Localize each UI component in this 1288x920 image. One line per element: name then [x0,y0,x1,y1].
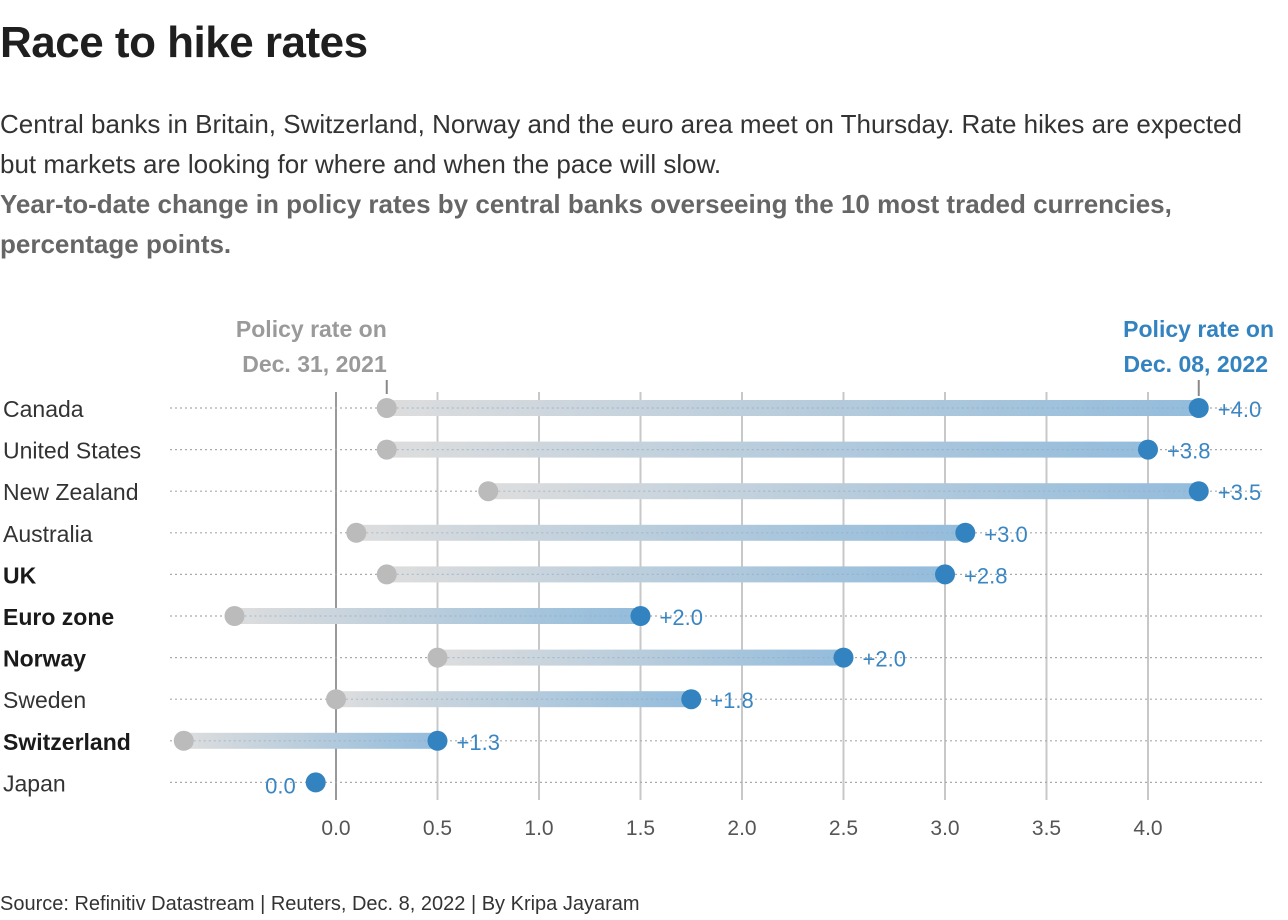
end-dot [1188,481,1209,502]
end-dot [833,647,854,668]
range-bar [336,691,692,708]
category-label: Australia [3,521,93,547]
x-tick-label: 4.0 [1133,817,1162,840]
category-label: Canada [3,396,84,422]
category-label: Sweden [3,687,86,713]
category-label: Norway [3,646,86,672]
change-label: +2.0 [863,647,906,672]
category-label: UK [3,562,37,588]
end-dot [1138,439,1158,460]
start-dot [478,481,499,502]
x-tick-label: 2.0 [727,817,756,840]
change-label: +3.0 [984,522,1027,547]
change-label: +1.3 [457,730,500,755]
source-note: Source: Refinitiv Datastream | Reuters, … [0,893,640,915]
x-tick-label: 0.0 [321,817,350,840]
start-annotation-line1: Policy rate on [236,316,387,342]
chart-title: Race to hike rates [0,18,368,67]
change-label: 0.0 [265,773,296,798]
x-tick-label: 2.5 [829,817,858,840]
category-label: United States [3,438,141,464]
x-tick-label: 1.0 [524,817,553,840]
change-label: +3.8 [1167,439,1210,464]
start-annotation-line2: Dec. 31, 2021 [242,351,387,377]
x-tick-label: 1.5 [626,817,655,840]
start-dot [173,730,194,751]
category-label: Switzerland [3,729,131,755]
category-label: Japan [3,770,66,796]
end-dot [427,730,448,751]
change-label: +1.8 [710,688,753,713]
start-dot [376,439,397,460]
rows-layer: Canada +4.0 United States +3.8 New Zealand +3… [3,396,1265,798]
start-dot [346,522,367,543]
grid-layer: 0.0 0.5 1.0 1.5 2.0 2.5 3.0 3.5 4.0 [321,392,1163,840]
start-dot [427,647,448,668]
end-dot [935,564,955,585]
end-dot [305,772,326,793]
range-bar [234,608,641,624]
category-label: Euro zone [3,604,114,630]
change-label: +2.8 [964,563,1007,588]
category-label: New Zealand [3,479,139,505]
change-label: +4.0 [1218,397,1261,422]
start-dot [326,689,346,710]
end-annotation-line2: Dec. 08, 2022 [1123,351,1268,377]
end-dot [955,522,976,543]
end-dot [1188,398,1209,418]
annotation-layer: Policy rate on Dec. 31, 2021 Policy rate o… [236,316,1274,396]
start-dot [376,398,397,418]
range-bar [437,649,844,666]
chart-subtitle: Central banks in Britain, Switzerland, N… [0,109,1242,179]
dumbbell-chart: 0.0 0.5 1.0 1.5 2.0 2.5 3.0 3.5 4.0 Canada +4.0 Un… [3,316,1274,840]
x-tick-label: 3.0 [930,817,959,840]
end-dot [630,606,651,626]
change-label: +3.5 [1218,480,1261,505]
change-label: +2.0 [660,605,703,630]
end-dot [681,689,702,710]
range-bar [386,566,945,583]
chart-description: Year-to-date change in policy rates by c… [0,189,1172,259]
start-dot [376,564,397,585]
end-annotation-line1: Policy rate on [1123,316,1274,342]
x-tick-label: 3.5 [1032,817,1061,840]
x-tick-label: 0.5 [423,817,452,840]
start-dot [224,606,245,626]
range-bar [356,524,966,541]
